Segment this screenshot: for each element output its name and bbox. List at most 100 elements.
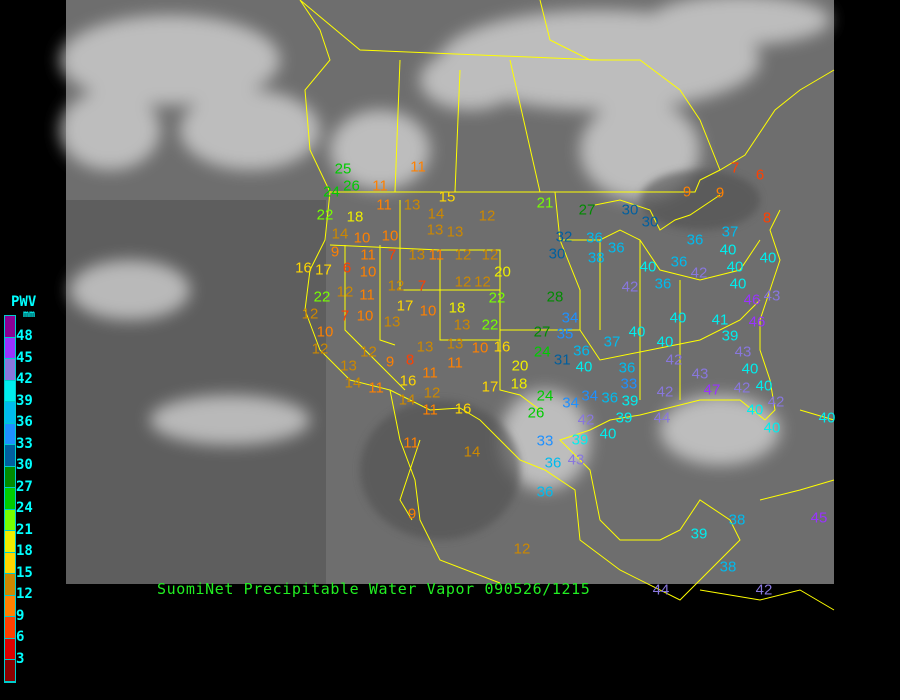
- station-pwv-value: 43: [763, 287, 781, 305]
- station-pwv-value: 37: [603, 333, 621, 351]
- station-pwv-value: 13: [383, 313, 401, 331]
- station-pwv-value: 31: [553, 351, 571, 369]
- station-pwv-value: 16: [399, 372, 417, 390]
- station-pwv-value: 30: [621, 201, 639, 219]
- station-pwv-value: 42: [690, 264, 708, 282]
- station-pwv-value: 42: [733, 379, 751, 397]
- station-pwv-value: 36: [618, 359, 636, 377]
- station-pwv-value: 24: [323, 183, 340, 201]
- station-pwv-value: 11: [447, 354, 463, 372]
- station-pwv-value: 42: [656, 383, 674, 401]
- station-pwv-value: 14: [344, 374, 362, 391]
- station-pwv-value: 40: [763, 419, 781, 437]
- station-pwv-value: 22: [316, 206, 334, 224]
- station-pwv-value: 13: [446, 335, 464, 353]
- station-pwv-value: 36: [586, 229, 603, 247]
- station-pwv-value: 32: [555, 228, 573, 245]
- station-pwv-value: 26: [343, 177, 360, 194]
- station-pwv-value: 12: [336, 283, 354, 301]
- legend-tick-label: 6: [16, 629, 25, 645]
- legend-swatch: [5, 509, 15, 531]
- station-pwv-value: 8: [405, 351, 415, 369]
- legend-swatch: [5, 380, 15, 402]
- station-pwv-value: 11: [422, 401, 438, 419]
- station-pwv-value: 33: [536, 432, 554, 450]
- legend-swatch: [5, 466, 15, 488]
- station-pwv-value: 10: [353, 229, 371, 246]
- station-pwv-value: 11: [368, 379, 384, 397]
- station-pwv-value: 12: [387, 277, 405, 295]
- station-pwv-value: 47: [703, 381, 721, 399]
- station-pwv-value: 38: [719, 558, 737, 576]
- legend-tick-label: 36: [16, 414, 33, 430]
- station-pwv-value: 9: [682, 183, 692, 201]
- station-pwv-value: 7: [730, 159, 740, 177]
- station-pwv-value: 26: [527, 404, 545, 422]
- station-pwv-value: 40: [755, 377, 773, 395]
- station-pwv-value: 39: [571, 431, 589, 449]
- station-pwv-value: 35: [556, 325, 574, 343]
- station-pwv-value: 40: [729, 275, 747, 293]
- station-pwv-value: 40: [818, 409, 836, 427]
- map-caption: SuomiNet Precipitable Water Vapor 090526…: [157, 580, 591, 598]
- station-pwv-value: 43: [691, 365, 709, 383]
- station-pwv-value: 28: [546, 288, 564, 306]
- station-pwv-value: 7: [340, 307, 350, 325]
- station-pwv-value: 13: [403, 196, 421, 214]
- station-pwv-value: 13: [408, 246, 426, 264]
- station-pwv-value: 11: [410, 158, 426, 176]
- station-pwv-value: 46: [743, 291, 761, 309]
- legend-tick-label: 21: [16, 521, 33, 538]
- station-pwv-value: 12: [311, 340, 329, 358]
- station-pwv-value: 16: [493, 338, 511, 356]
- station-pwv-value: 14: [463, 443, 481, 461]
- station-pwv-value: 40: [746, 401, 764, 419]
- station-pwv-value: 12: [454, 246, 472, 264]
- station-pwv-value: 12: [360, 343, 377, 361]
- station-pwv-value: 13: [416, 338, 434, 356]
- station-pwv-value: 43: [734, 343, 752, 361]
- legend-tick-label: 39: [16, 392, 33, 409]
- station-pwv-value: 39: [721, 327, 739, 345]
- station-pwv-value: 34: [561, 309, 579, 327]
- station-pwv-value: 42: [621, 278, 639, 296]
- station-pwv-value: 22: [488, 289, 506, 307]
- station-pwv-value: 36: [536, 483, 554, 501]
- station-pwv-value: 11: [360, 246, 376, 263]
- station-pwv-value: 17: [481, 378, 499, 396]
- station-pwv-value: 22: [313, 288, 331, 305]
- station-pwv-value: 24: [533, 343, 551, 361]
- station-pwv-value: 36: [607, 239, 625, 257]
- station-pwv-value: 7: [387, 246, 397, 264]
- station-pwv-value: 38: [728, 511, 746, 529]
- legend-swatch: [5, 617, 15, 639]
- station-pwv-value: 14: [398, 391, 416, 409]
- station-pwv-value: 10: [381, 227, 399, 245]
- station-pwv-value: 40: [628, 323, 646, 341]
- station-pwv-value: 30: [548, 245, 566, 262]
- legend-tick-label: 18: [16, 543, 33, 559]
- legend-swatch: [5, 574, 15, 596]
- station-pwv-value: 40: [575, 358, 593, 376]
- station-pwv-value: 40: [656, 333, 674, 351]
- legend-swatch: [5, 531, 15, 553]
- station-pwv-value: 12: [301, 305, 319, 322]
- station-pwv-value: 18: [510, 375, 528, 393]
- station-pwv-value: 36: [601, 389, 619, 407]
- legend-tick-label: 45: [16, 349, 33, 366]
- station-pwv-value: 16: [295, 259, 312, 277]
- legend-swatch: [5, 423, 15, 445]
- legend-tick-label: 48: [16, 328, 33, 344]
- legend-tick-label: 42: [16, 371, 33, 387]
- station-pwv-value: 6: [755, 166, 765, 184]
- legend-title: PWV: [11, 294, 37, 310]
- legend-swatch: [5, 337, 15, 359]
- station-pwv-value: 10: [316, 323, 334, 341]
- station-pwv-value: 15: [438, 188, 456, 206]
- legend-tick-label: 3: [16, 650, 25, 667]
- station-pwv-value: 16: [454, 400, 472, 418]
- station-pwv-value: 11: [422, 364, 438, 382]
- station-pwv-value: 12: [423, 384, 441, 402]
- station-pwv-value: 11: [428, 246, 445, 264]
